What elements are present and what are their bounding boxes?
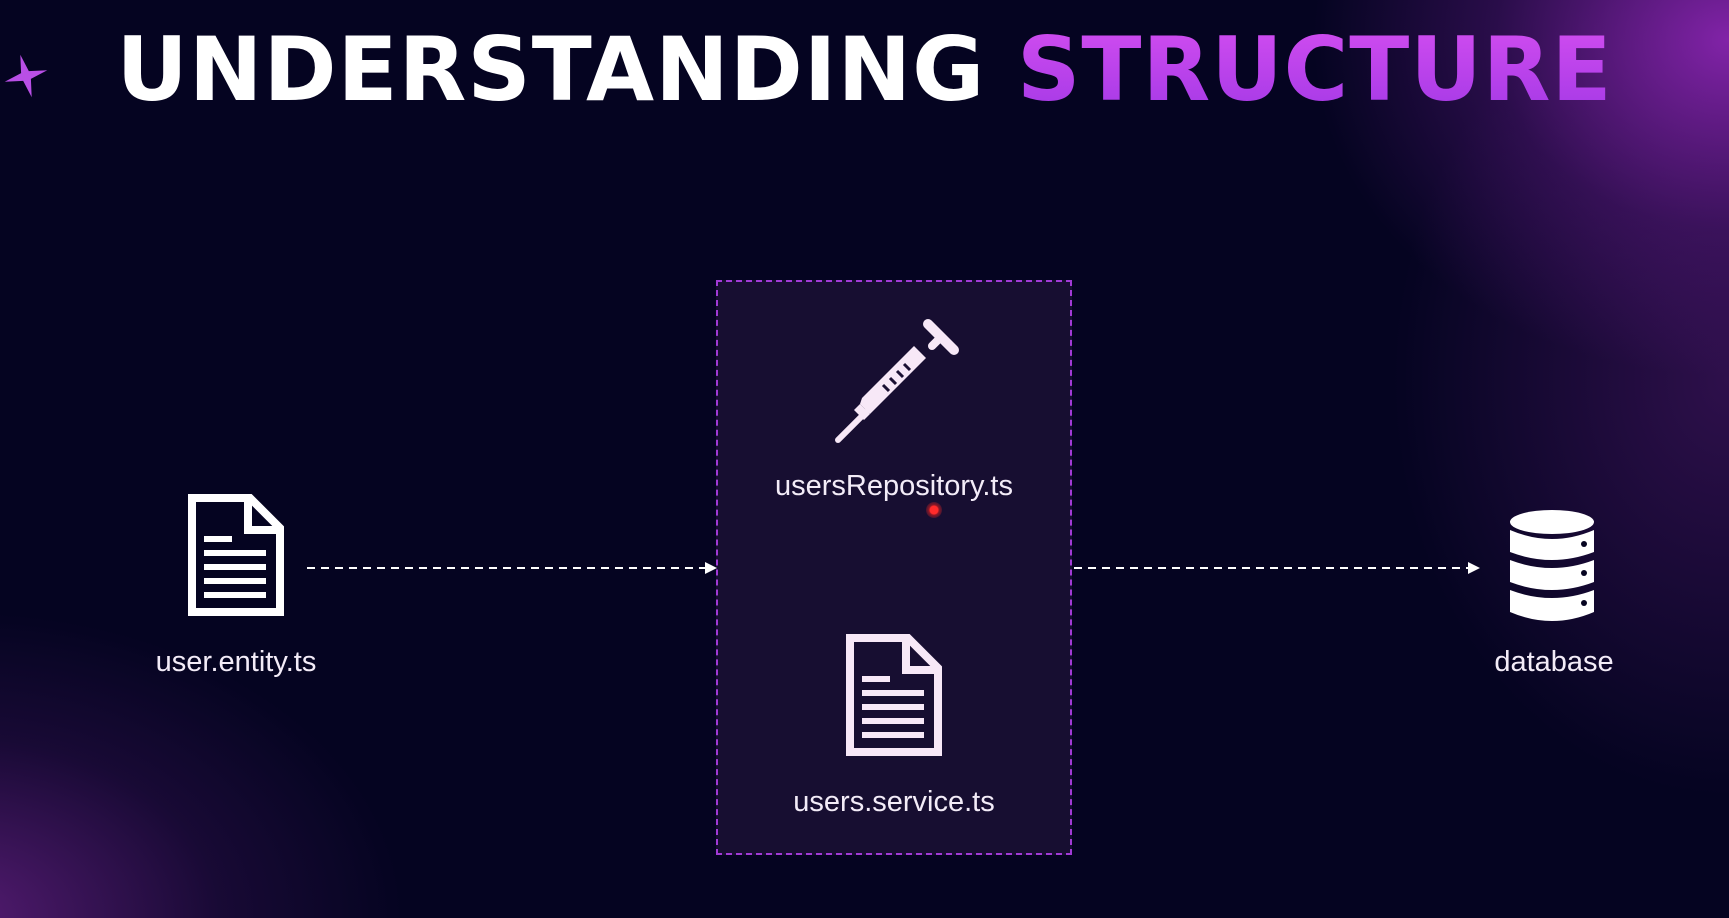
database-label: database (1494, 646, 1614, 678)
document-icon (188, 494, 284, 616)
title-word-primary: UNDERSTANDING (116, 18, 986, 121)
sparkle-icon (4, 54, 48, 98)
arrow-entity-to-repository (307, 562, 717, 574)
pointer-dot (926, 502, 942, 518)
syringe-icon (835, 319, 959, 443)
slide-title: UNDERSTANDING STRUCTURE (0, 18, 1729, 121)
entity-label: user.entity.ts (155, 646, 317, 678)
document-icon (846, 634, 942, 756)
database-icon (1510, 510, 1594, 621)
arrow-repository-to-database (1074, 562, 1480, 574)
repository-label: usersRepository.ts (775, 470, 1013, 502)
service-label: users.service.ts (793, 786, 995, 818)
title-word-accent: STRUCTURE (1017, 18, 1613, 121)
